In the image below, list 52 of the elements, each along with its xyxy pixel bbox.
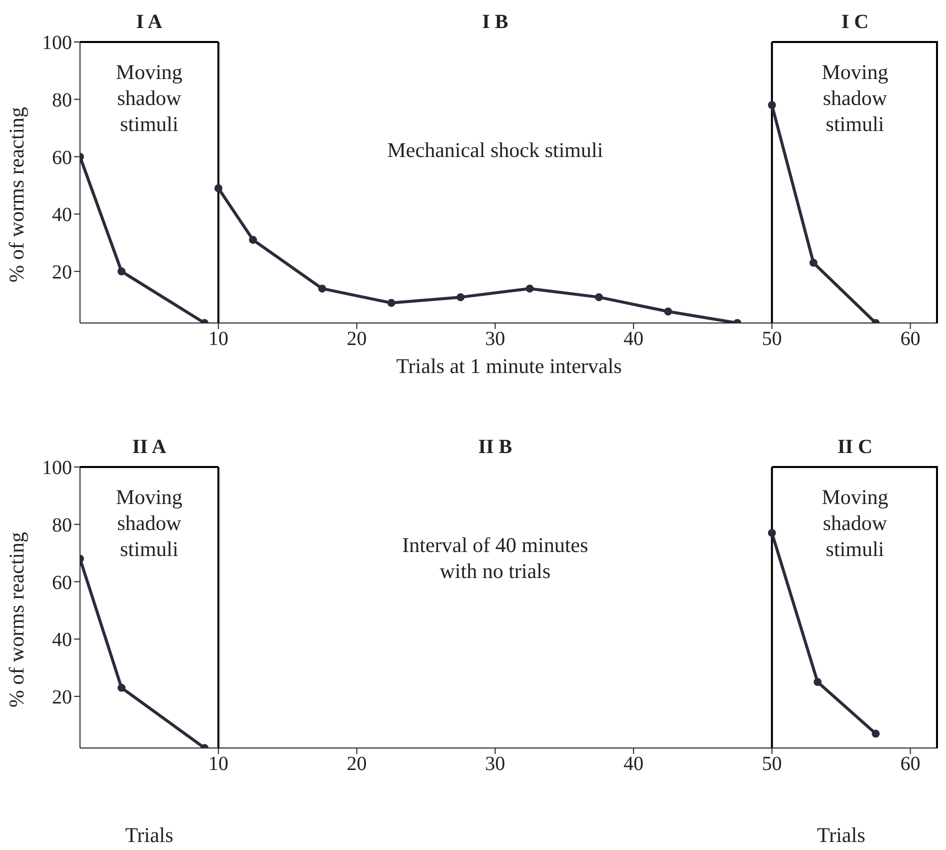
point [456, 293, 465, 302]
text: I C [841, 11, 869, 33]
x-tick-label: 30 [485, 328, 506, 350]
text: II B [478, 436, 512, 458]
x-axis-title: Trials at 1 minute intervals [396, 354, 622, 378]
annotation: Interval of 40 minutes with no trials [402, 533, 588, 584]
annotation: Moving shadow stimuli [822, 485, 889, 562]
y-tick-label: 100 [42, 457, 72, 480]
y-axis-title: % of worms reacting [4, 531, 28, 708]
y-tick-label: 80 [52, 514, 72, 536]
annotation: Moving shadow stimuli [822, 60, 889, 136]
x-tick-label: 50 [762, 328, 782, 350]
text: I B [482, 11, 508, 33]
y-tick-label: 20 [52, 686, 72, 708]
annotation: Moving shadow stimuli [116, 60, 183, 136]
x-tick-label: 50 [762, 753, 782, 776]
point [768, 101, 776, 110]
point [387, 298, 396, 307]
y-tick-label: 40 [52, 629, 72, 652]
point [248, 236, 257, 244]
point [664, 308, 672, 316]
y-tick-label: 60 [52, 146, 72, 169]
text: II C [837, 436, 872, 458]
x-tick-label: 40 [624, 753, 644, 776]
x-tick-label: 20 [346, 753, 367, 776]
y-tick-label: 20 [52, 261, 72, 284]
annotation: Moving shadow stimuli [116, 485, 183, 562]
y-tick-label: 40 [52, 204, 72, 226]
point [214, 184, 222, 192]
text: I A [136, 11, 163, 33]
y-tick-label: 100 [42, 32, 72, 54]
point [809, 258, 818, 267]
y-tick-label: 80 [52, 89, 72, 112]
y-axis-title: % of worms reacting [4, 106, 28, 282]
point [768, 528, 776, 537]
x-tick-label: 10 [208, 328, 228, 350]
point [872, 730, 880, 738]
x-tick-label: 60 [900, 753, 920, 776]
point [318, 284, 326, 293]
x-tick-label: 10 [208, 753, 228, 776]
point [526, 284, 534, 293]
annotation: Mechanical shock stimuli [387, 138, 604, 162]
text: Trials [817, 823, 866, 848]
x-tick-label: 30 [485, 753, 506, 776]
x-tick-label: 40 [624, 328, 644, 350]
y-tick-label: 60 [52, 572, 72, 594]
x-tick-label: 20 [346, 328, 367, 350]
text: Trials [125, 823, 174, 848]
point [814, 678, 822, 686]
x-tick-label: 60 [900, 328, 920, 350]
point [594, 293, 603, 302]
text: II A [132, 436, 167, 458]
